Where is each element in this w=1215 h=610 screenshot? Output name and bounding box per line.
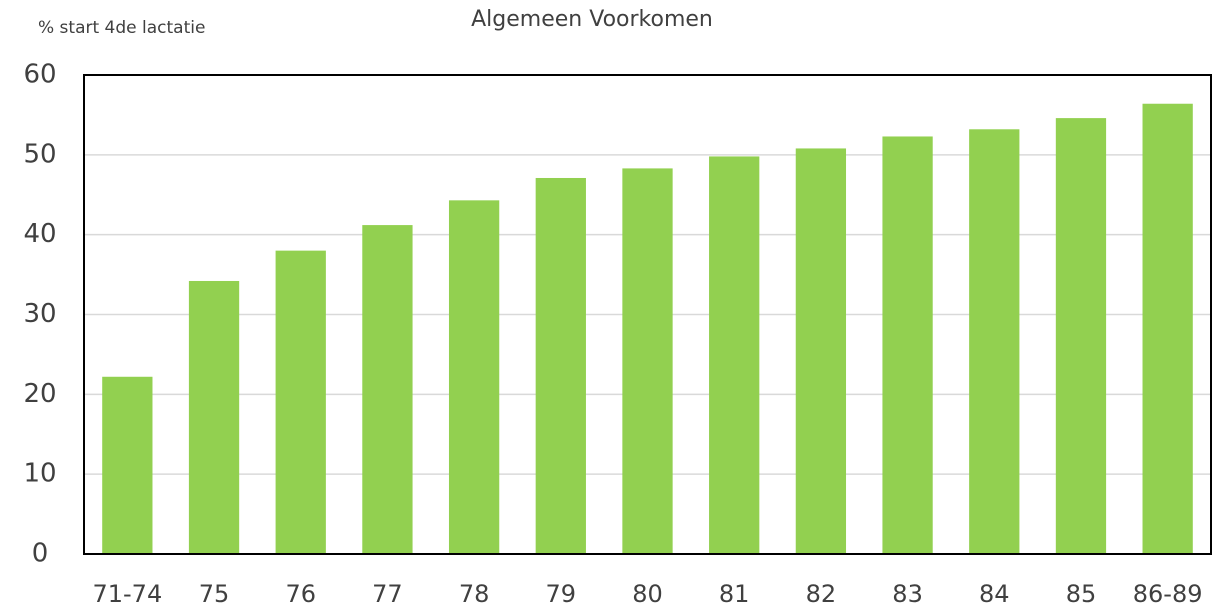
- y-axis-label: % start 4de lactatie: [38, 18, 205, 38]
- x-tick-label: 85: [1066, 580, 1097, 608]
- x-tick-label: 86-89: [1133, 580, 1203, 608]
- x-tick-label: 80: [632, 580, 663, 608]
- bar: [275, 250, 326, 554]
- bar: [795, 148, 847, 555]
- bar: [882, 136, 933, 554]
- y-tick-label: 60: [23, 60, 56, 90]
- y-tick-label: 40: [23, 219, 56, 249]
- x-tick-label: 76: [285, 580, 316, 608]
- x-tick-label: 83: [892, 580, 923, 608]
- x-tick-label: 81: [719, 580, 750, 608]
- bar: [622, 168, 673, 554]
- y-tick-label: 0: [32, 539, 49, 569]
- bar: [102, 376, 153, 554]
- y-tick-label: 50: [23, 139, 56, 169]
- bar: [1142, 103, 1193, 555]
- plot-frame: [83, 74, 1212, 555]
- bar: [709, 156, 760, 554]
- bar: [188, 280, 240, 554]
- x-tick-label: 75: [199, 580, 230, 608]
- y-tick-label: 20: [23, 379, 56, 409]
- x-tick-label: 84: [979, 580, 1010, 608]
- bar: [969, 129, 1020, 554]
- x-tick-label: 71-74: [92, 580, 162, 608]
- x-tick-label: 82: [806, 580, 837, 608]
- bar: [535, 177, 586, 555]
- y-tick-label: 30: [23, 299, 56, 329]
- x-tick-label: 79: [546, 580, 577, 608]
- bar: [1055, 118, 1107, 555]
- x-tick-label: 78: [459, 580, 490, 608]
- y-tick-label: 10: [23, 459, 56, 489]
- bar: [362, 225, 413, 554]
- bar: [448, 200, 500, 555]
- x-tick-label: 77: [372, 580, 403, 608]
- chart-title: Algemeen Voorkomen: [471, 7, 713, 32]
